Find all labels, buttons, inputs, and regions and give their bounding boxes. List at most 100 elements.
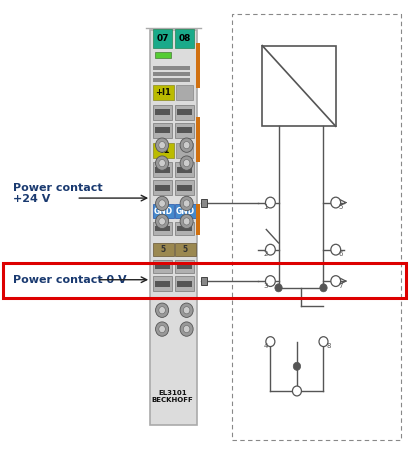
Text: 8: 8: [326, 343, 330, 349]
Bar: [153, 143, 173, 157]
Bar: [174, 29, 193, 48]
Circle shape: [183, 306, 189, 314]
Bar: [155, 166, 169, 172]
Bar: [153, 86, 173, 100]
Circle shape: [180, 322, 193, 336]
Text: 08: 08: [178, 34, 190, 43]
Circle shape: [155, 303, 168, 317]
Text: -I1: -I1: [157, 146, 169, 155]
Bar: [153, 222, 171, 235]
Bar: [177, 264, 191, 269]
Circle shape: [155, 156, 168, 170]
Bar: [177, 184, 191, 190]
Bar: [155, 109, 169, 115]
Bar: [155, 281, 169, 287]
Circle shape: [274, 284, 281, 292]
Circle shape: [180, 196, 193, 211]
Circle shape: [180, 303, 193, 317]
Circle shape: [158, 218, 165, 225]
Circle shape: [155, 322, 168, 336]
Text: 7: 7: [338, 283, 342, 288]
Bar: [153, 204, 173, 218]
Bar: [175, 143, 192, 157]
Circle shape: [183, 142, 189, 149]
Circle shape: [265, 197, 274, 208]
Bar: [155, 264, 169, 269]
Circle shape: [183, 159, 189, 166]
Bar: [195, 204, 199, 235]
Text: EL3101
BECKHOFF: EL3101 BECKHOFF: [151, 390, 193, 403]
Circle shape: [183, 218, 189, 225]
Circle shape: [292, 362, 300, 370]
Text: 5: 5: [160, 245, 166, 254]
Text: 1: 1: [263, 204, 267, 210]
Bar: [177, 226, 191, 231]
Bar: [175, 243, 195, 256]
Circle shape: [155, 196, 168, 211]
Bar: [177, 166, 191, 172]
Bar: [175, 204, 195, 218]
Text: Power contact
+24 V: Power contact +24 V: [13, 183, 102, 204]
Bar: [153, 260, 171, 273]
Circle shape: [155, 214, 168, 229]
Text: Power contact 0 V: Power contact 0 V: [13, 275, 126, 285]
Bar: [3, 263, 405, 298]
Bar: [175, 260, 193, 273]
Bar: [177, 109, 191, 115]
Bar: [153, 123, 171, 138]
Bar: [200, 198, 207, 207]
Bar: [175, 162, 193, 177]
Bar: [153, 29, 172, 48]
Text: 5: 5: [182, 245, 187, 254]
Text: 2: 2: [263, 251, 267, 257]
Bar: [177, 281, 191, 287]
Bar: [175, 105, 193, 120]
Bar: [262, 45, 335, 126]
Circle shape: [265, 276, 274, 287]
Circle shape: [180, 214, 193, 229]
Bar: [155, 184, 169, 190]
Bar: [153, 162, 171, 177]
Circle shape: [158, 306, 165, 314]
Bar: [175, 123, 193, 138]
Circle shape: [319, 284, 326, 292]
Bar: [195, 43, 199, 88]
Bar: [155, 127, 169, 133]
Bar: [153, 243, 173, 256]
Text: GND: GND: [153, 207, 173, 216]
Circle shape: [180, 156, 193, 170]
Bar: [175, 86, 192, 100]
Circle shape: [180, 138, 193, 152]
Text: 5: 5: [338, 204, 342, 210]
Circle shape: [183, 200, 189, 207]
Bar: [175, 276, 193, 291]
Text: GND: GND: [175, 207, 194, 216]
Bar: [155, 226, 169, 231]
Circle shape: [318, 337, 327, 347]
Circle shape: [158, 142, 165, 149]
Bar: [153, 78, 189, 82]
Bar: [153, 105, 171, 120]
Bar: [200, 277, 207, 285]
Bar: [175, 222, 193, 235]
Circle shape: [158, 159, 165, 166]
Circle shape: [158, 325, 165, 333]
Circle shape: [265, 244, 274, 255]
Circle shape: [183, 325, 189, 333]
Circle shape: [158, 200, 165, 207]
Text: 3: 3: [263, 283, 267, 288]
Bar: [153, 276, 171, 291]
Text: 4: 4: [263, 343, 267, 349]
Bar: [177, 127, 191, 133]
Bar: [195, 117, 199, 162]
Text: 07: 07: [156, 34, 169, 43]
Bar: [149, 30, 196, 425]
Circle shape: [292, 386, 301, 396]
Text: +I1: +I1: [155, 88, 171, 97]
Bar: [153, 180, 171, 195]
Bar: [153, 72, 189, 76]
Circle shape: [265, 337, 274, 347]
Text: 6: 6: [338, 251, 342, 257]
Bar: [231, 14, 400, 441]
Circle shape: [155, 138, 168, 152]
